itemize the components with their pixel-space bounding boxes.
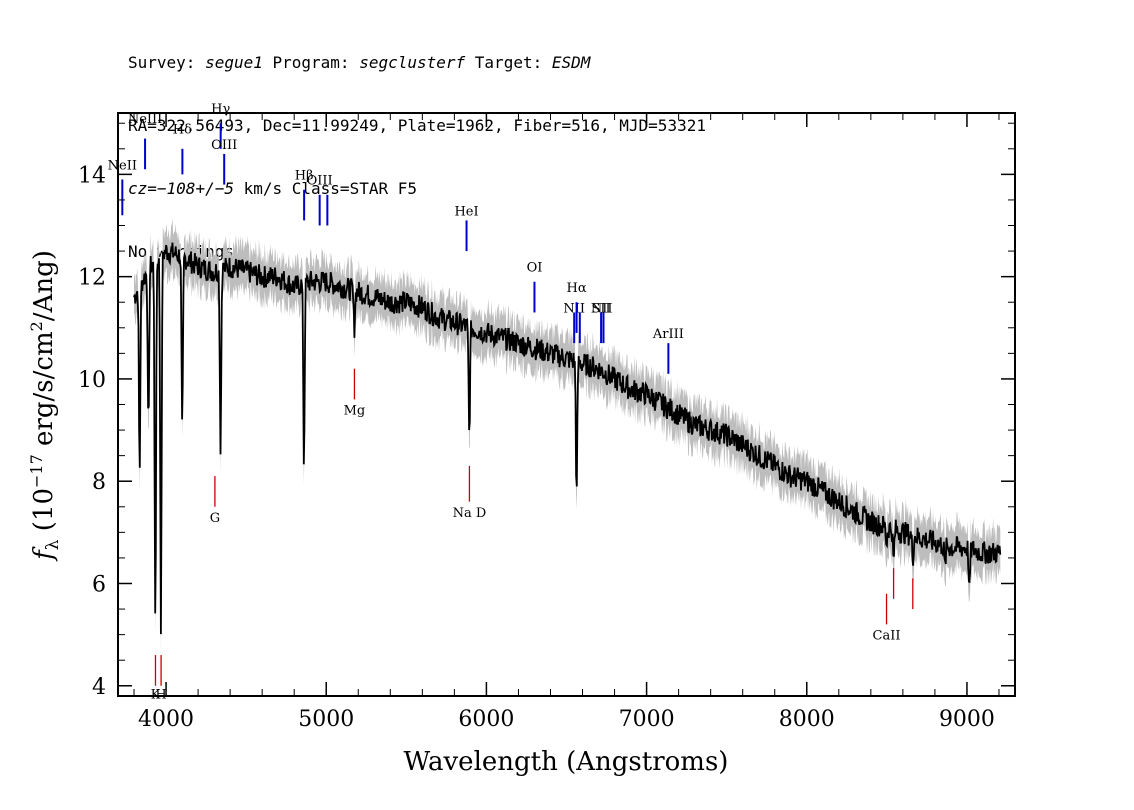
absorption-line-label: G bbox=[210, 511, 220, 526]
x-axis-title: Wavelength (Angstroms) bbox=[404, 747, 729, 777]
plot-frame bbox=[117, 112, 1016, 697]
emission-line-label: Hγ bbox=[211, 102, 230, 117]
y-tick-label: 14 bbox=[78, 163, 106, 188]
y-tick-label: 4 bbox=[92, 675, 106, 700]
emission-line-label: ArIII bbox=[652, 327, 684, 342]
header-line-coordinates: RA=322.56493, Dec=11.99249, Plate=1962, … bbox=[128, 116, 706, 135]
ticks-layer: 4000 5000 6000 7000 8000 9000 4 6 8 10 12 14 bbox=[78, 113, 1015, 732]
x-tick-label: 7000 bbox=[619, 707, 675, 732]
emission-line-label: Hα bbox=[567, 281, 587, 296]
emission-line-label: NeII bbox=[108, 158, 137, 173]
y-axis-title: fλ (10−17 erg/s/cm2/Ang) bbox=[27, 250, 63, 562]
y-tick-label: 12 bbox=[78, 266, 106, 291]
emission-line-label: OI bbox=[527, 261, 543, 276]
x-tick-label: 5000 bbox=[298, 707, 354, 732]
x-tick-label: 9000 bbox=[939, 707, 995, 732]
y-tick-label: 8 bbox=[92, 470, 106, 495]
x-tick-label: 6000 bbox=[458, 707, 514, 732]
header-line-survey: Survey: segue1 Program: segclusterf Targ… bbox=[128, 53, 591, 72]
emission-line-label: NeIII bbox=[128, 112, 162, 127]
spectral-lines-layer: NeIINeIIIHδHγOIIIHβOIIIHeIOINIIHαSIINIIA… bbox=[108, 102, 914, 703]
x-tick-label: 8000 bbox=[779, 707, 835, 732]
emission-line-label: OIII bbox=[307, 174, 333, 189]
flux-line bbox=[133, 242, 1002, 635]
emission-line-label: HeI bbox=[454, 204, 478, 219]
emission-line-label: Hβ bbox=[295, 168, 314, 183]
header-line-redshift: cz=−108+/−5 km/s Class=STAR F5 bbox=[128, 179, 417, 198]
absorption-line-label: Mg bbox=[344, 404, 366, 419]
y-tick-label: 10 bbox=[78, 368, 106, 393]
x-tick-label: 4000 bbox=[138, 707, 194, 732]
absorption-line-label: Na D bbox=[453, 506, 487, 521]
emission-line-label: NII bbox=[591, 301, 613, 316]
emission-line-label: OIII bbox=[211, 138, 237, 153]
emission-line-label: NII bbox=[563, 301, 585, 316]
spectrum-header: Survey: segue1 Program: segclusterf Targ… bbox=[128, 10, 706, 283]
y-tick-label: 6 bbox=[92, 572, 106, 597]
flux-layer bbox=[133, 242, 1002, 635]
emission-line-label: Hδ bbox=[173, 122, 192, 137]
emission-line-label: SII bbox=[592, 301, 611, 316]
absorption-line-label: CaII bbox=[873, 629, 901, 644]
